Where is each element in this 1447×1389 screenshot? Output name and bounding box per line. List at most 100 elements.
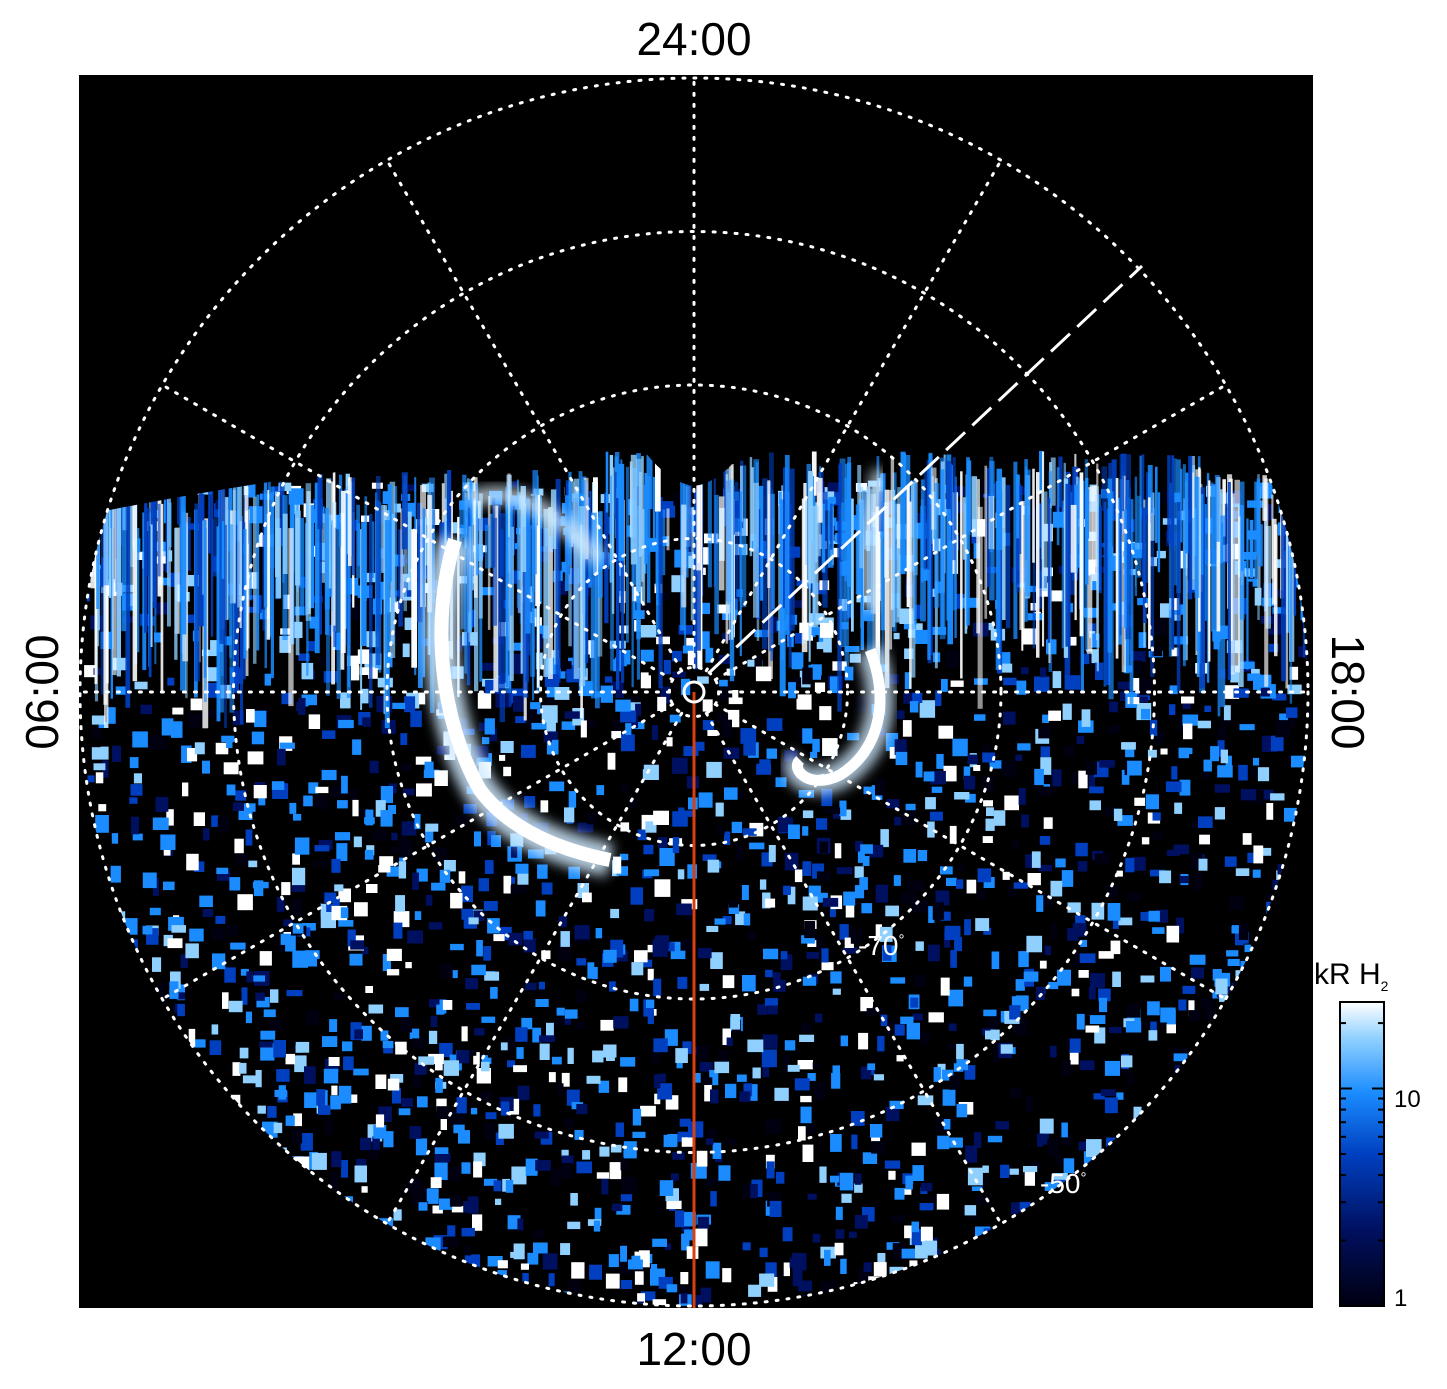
emission-pixel (517, 792, 526, 803)
emission-streak (1121, 475, 1126, 673)
emission-pixel (935, 890, 950, 906)
emission-pixel (725, 1138, 737, 1146)
emission-pixel (765, 1262, 777, 1280)
emission-pixel (1094, 1027, 1106, 1044)
emission-pixel (495, 1198, 502, 1205)
emission-pixel (821, 948, 829, 963)
emission-pixel (842, 947, 858, 954)
emission-pixel (1127, 697, 1140, 705)
emission-pixel (732, 690, 739, 702)
emission-pixel (676, 903, 692, 916)
emission-pixel (657, 1083, 673, 1100)
emission-pixel (1000, 663, 1013, 673)
colorbar-gradient (1339, 1001, 1385, 1307)
emission-streak (655, 461, 661, 512)
emission-pixel (552, 1056, 562, 1065)
emission-streak (203, 520, 207, 678)
emission-pixel (904, 1225, 913, 1239)
emission-streak (626, 466, 629, 643)
emission-pixel (687, 650, 696, 666)
emission-streak (889, 489, 893, 650)
emission-streak (505, 486, 511, 694)
emission-pixel (702, 699, 713, 712)
emission-streak (1271, 494, 1274, 579)
emission-pixel (188, 1028, 196, 1047)
emission-pixel (1069, 636, 1077, 646)
emission-pixel (587, 962, 595, 979)
emission-streak (1168, 454, 1172, 545)
emission-pixel (605, 1273, 620, 1289)
emission-pixel (558, 916, 567, 928)
emission-pixel (620, 710, 636, 723)
emission-streak (1264, 478, 1269, 687)
emission-pixel (620, 734, 635, 752)
emission-pixel (629, 797, 637, 808)
emission-streak (321, 513, 328, 583)
emission-pixel (1118, 917, 1133, 926)
emission-pixel (1272, 693, 1287, 701)
emission-pixel (985, 818, 995, 831)
emission-pixel (1112, 971, 1121, 987)
emission-pixel (727, 709, 740, 728)
emission-pixel (637, 1293, 645, 1306)
emission-pixel (822, 738, 838, 756)
emission-pixel (787, 1064, 800, 1072)
emission-pixel (409, 1126, 422, 1139)
emission-pixel (946, 1043, 957, 1050)
emission-streak (492, 497, 496, 568)
emission-pixel (424, 761, 434, 773)
emission-pixel (658, 837, 668, 849)
emission-pixel (170, 971, 181, 989)
emission-pixel (854, 1183, 863, 1193)
emission-pixel (603, 1044, 617, 1058)
emission-pixel (1178, 999, 1187, 1011)
emission-pixel (463, 1201, 479, 1213)
emission-pixel (1272, 607, 1288, 615)
emission-pixel (683, 746, 699, 757)
emission-pixel (819, 1166, 827, 1183)
emission-pixel (316, 1089, 326, 1106)
emission-pixel (1174, 802, 1183, 814)
emission-streak (1039, 450, 1044, 494)
emission-pixel (1215, 978, 1228, 995)
emission-pixel (582, 640, 595, 658)
emission-pixel (810, 751, 818, 758)
emission-pixel (401, 821, 417, 836)
emission-pixel (333, 992, 346, 1000)
emission-streak (351, 477, 355, 576)
emission-pixel (281, 692, 292, 705)
emission-pixel (285, 1115, 295, 1126)
emission-pixel (1183, 723, 1193, 740)
emission-pixel (640, 1105, 656, 1117)
emission-pixel (924, 1240, 938, 1256)
emission-pixel (212, 953, 226, 970)
emission-pixel (378, 865, 391, 873)
emission-streak (1025, 469, 1031, 597)
emission-pixel (754, 629, 769, 638)
emission-streak (1227, 482, 1231, 681)
emission-pixel (987, 1010, 999, 1029)
emission-pixel (631, 962, 644, 976)
emission-pixel (1220, 749, 1228, 764)
emission-pixel (692, 1228, 708, 1247)
emission-pixel (754, 656, 763, 667)
emission-pixel (816, 818, 828, 830)
emission-pixel (230, 942, 246, 950)
emission-pixel (742, 828, 757, 836)
emission-streak (265, 513, 271, 640)
emission-pixel (387, 1078, 400, 1091)
emission-streak (325, 508, 329, 635)
emission-streak (573, 478, 579, 679)
emission-streak (1254, 481, 1258, 580)
emission-pixel (549, 781, 565, 792)
emission-pixel (680, 938, 696, 951)
emission-streak (1119, 454, 1122, 636)
emission-pixel (416, 783, 432, 797)
emission-pixel (513, 1243, 525, 1260)
emission-pixel (1015, 979, 1025, 991)
emission-pixel (910, 997, 919, 1008)
emission-pixel (705, 647, 714, 663)
emission-streak (319, 520, 322, 635)
emission-pixel (1214, 784, 1230, 793)
emission-streak (590, 512, 597, 699)
